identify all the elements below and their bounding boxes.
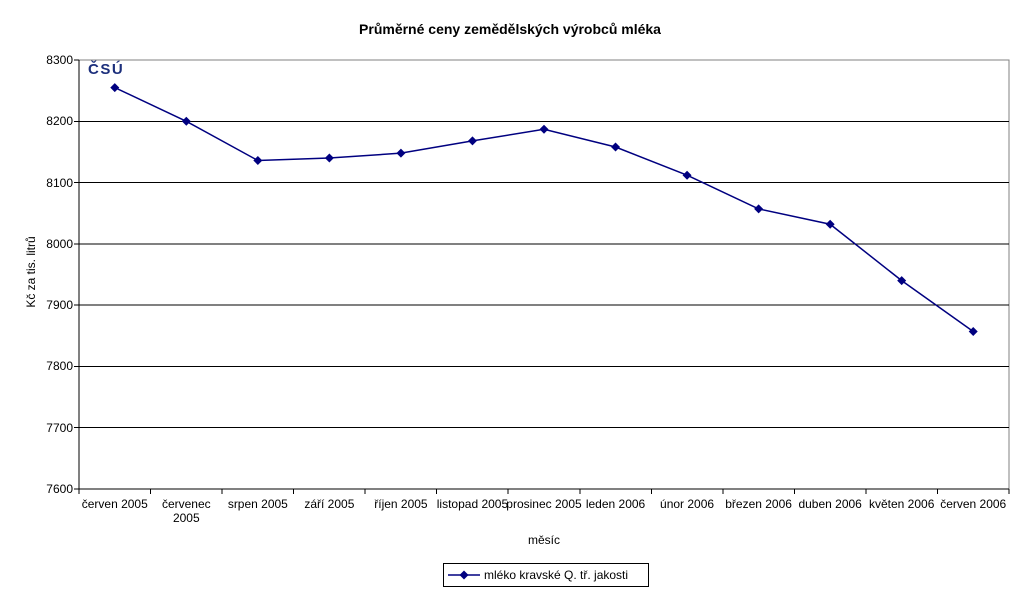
x-tick-label: červen 2006	[940, 497, 1007, 511]
x-tick-label: červenec 2005	[161, 497, 211, 525]
data-point-marker	[181, 116, 191, 126]
y-tick-label: 8100	[46, 175, 73, 190]
x-tick-label: únor 2006	[660, 497, 715, 511]
data-point-marker	[467, 136, 477, 146]
data-point-marker	[825, 219, 835, 229]
x-tick-label: říjen 2005	[374, 497, 428, 511]
data-point-marker	[539, 124, 549, 134]
x-tick-label: září 2005	[304, 497, 355, 511]
chart-title: Průměrné ceny zemědělských výrobců mléka	[359, 21, 661, 37]
y-tick-label: 8200	[46, 114, 73, 129]
x-tick-label: duben 2006	[798, 497, 862, 511]
y-tick-label: 8300	[46, 53, 73, 67]
x-axis-title: měsíc	[527, 533, 560, 547]
x-tick-label: srpen 2005	[227, 497, 288, 511]
legend-series-marker-icon	[448, 570, 480, 580]
x-tick-label: leden 2006	[585, 497, 646, 511]
x-tick-label: červen 2005	[81, 497, 148, 511]
data-point-marker	[253, 156, 263, 166]
data-point-marker	[396, 148, 406, 158]
legend: mléko kravské Q. tř. jakosti	[443, 563, 649, 587]
y-tick-label: 7900	[46, 298, 73, 313]
x-tick-label: listopad 2005	[436, 497, 509, 511]
data-point-marker	[682, 170, 692, 180]
csu-logo: ČSÚ	[88, 61, 125, 78]
y-tick-label: 7800	[46, 359, 73, 374]
y-tick-label: 7700	[46, 420, 73, 435]
y-axis-title: Kč za tis. litrů	[24, 236, 38, 308]
x-tick-label: prosinec 2005	[506, 497, 582, 511]
data-point-marker	[110, 83, 120, 93]
x-tick-label: březen 2006	[725, 497, 792, 511]
legend-series-label: mléko kravské Q. tř. jakosti	[484, 568, 629, 582]
data-point-marker	[324, 153, 334, 163]
y-tick-label: 7600	[46, 482, 73, 496]
data-point-marker	[754, 204, 764, 214]
y-tick-label: 8000	[46, 236, 73, 251]
data-point-marker	[968, 326, 978, 336]
data-point-marker	[611, 142, 621, 152]
x-tick-label: květen 2006	[868, 497, 935, 511]
data-point-marker	[897, 276, 907, 286]
